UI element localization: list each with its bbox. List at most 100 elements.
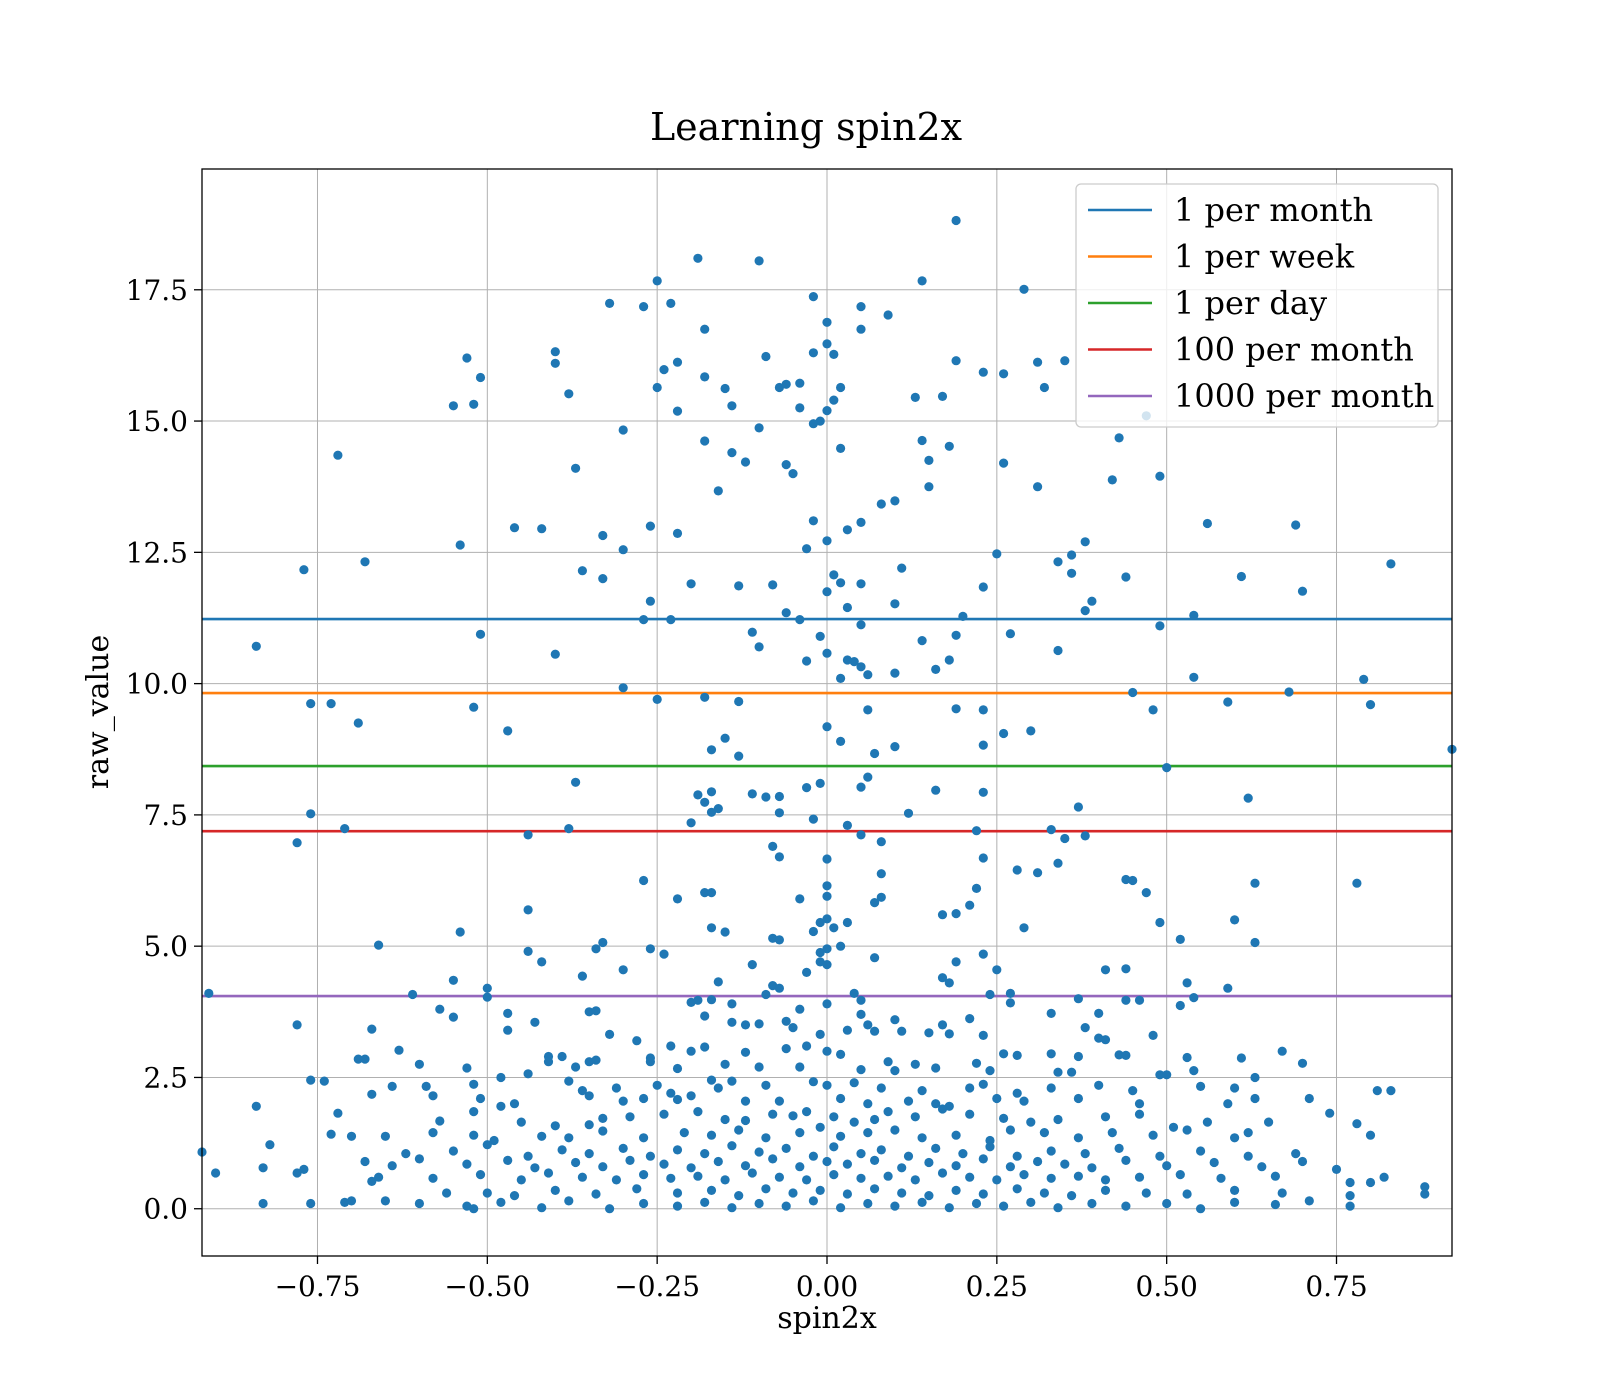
data-point <box>808 419 819 429</box>
data-point <box>808 1196 819 1206</box>
data-point <box>1100 1185 1111 1195</box>
data-point <box>292 1020 302 1030</box>
data-point <box>720 733 730 743</box>
data-point <box>346 1131 357 1141</box>
data-point <box>1005 1125 1016 1135</box>
data-point <box>1155 621 1165 631</box>
data-point <box>571 1062 581 1072</box>
data-point <box>1094 1008 1104 1019</box>
data-point <box>1223 983 1233 993</box>
data-point <box>781 1016 791 1026</box>
data-point <box>1107 1128 1117 1138</box>
data-point <box>1053 858 1063 868</box>
data-point <box>944 1029 954 1039</box>
data-point <box>564 389 574 399</box>
data-point <box>503 1155 513 1165</box>
data-point <box>1331 1164 1342 1174</box>
data-point <box>836 1093 846 1104</box>
data-point <box>747 789 757 799</box>
data-point <box>598 1126 608 1136</box>
data-point <box>706 888 717 898</box>
data-point <box>1168 1122 1179 1132</box>
data-point <box>992 1175 1002 1185</box>
data-point <box>353 1054 363 1064</box>
data-point <box>367 1089 377 1099</box>
data-point <box>774 935 785 945</box>
data-point <box>768 580 778 590</box>
data-point <box>1005 1162 1016 1172</box>
data-point <box>815 947 825 958</box>
data-point <box>1073 1133 1083 1143</box>
data-point <box>978 1030 988 1040</box>
data-point <box>1264 1117 1274 1127</box>
data-point <box>890 1125 900 1135</box>
data-point <box>1284 687 1294 697</box>
data-point <box>1250 1093 1260 1104</box>
data-point <box>740 1096 751 1106</box>
data-point <box>1073 1051 1083 1062</box>
data-point <box>1100 1112 1111 1122</box>
data-point <box>672 1063 683 1074</box>
data-point <box>1107 475 1117 485</box>
data-point <box>1073 1171 1083 1181</box>
x-tick-label: 0.50 <box>1136 1270 1198 1303</box>
data-point <box>829 395 839 405</box>
data-point <box>564 1076 574 1086</box>
data-point <box>1134 1172 1145 1182</box>
data-point <box>448 975 458 985</box>
data-point <box>795 403 805 413</box>
data-point <box>1297 586 1308 596</box>
data-point <box>951 1130 961 1140</box>
data-point <box>666 1088 676 1098</box>
data-point <box>598 937 608 948</box>
data-point <box>999 458 1009 468</box>
data-point <box>1175 1000 1185 1011</box>
data-point <box>700 372 710 382</box>
data-point <box>829 1112 839 1122</box>
data-point <box>849 1117 859 1127</box>
data-point <box>672 1188 683 1198</box>
data-point <box>951 957 961 967</box>
data-point <box>462 1063 472 1073</box>
data-point <box>1162 1198 1172 1209</box>
data-point <box>1352 878 1362 888</box>
data-point <box>700 888 710 898</box>
data-point <box>829 349 839 359</box>
data-point <box>944 441 954 451</box>
data-point <box>795 1162 805 1172</box>
data-point <box>761 351 771 362</box>
data-point <box>1012 865 1022 875</box>
data-point <box>856 830 866 840</box>
data-point <box>788 1188 798 1198</box>
x-tick-label: −0.50 <box>444 1270 530 1303</box>
data-point <box>727 1076 737 1086</box>
data-point <box>863 1198 873 1209</box>
data-point <box>1094 1080 1104 1090</box>
data-point <box>564 1196 574 1206</box>
data-point <box>822 999 832 1009</box>
data-point <box>795 1128 805 1138</box>
data-point <box>822 339 832 349</box>
data-point <box>577 1172 588 1182</box>
data-point <box>639 1198 649 1209</box>
data-point <box>1182 978 1192 988</box>
data-point <box>734 751 744 761</box>
y-tick-label: 15.0 <box>126 405 188 438</box>
data-point <box>503 1008 513 1019</box>
data-point <box>829 1142 839 1152</box>
data-point <box>822 914 832 924</box>
data-point <box>761 792 771 802</box>
data-point <box>978 367 988 377</box>
data-point <box>1277 1188 1287 1198</box>
data-point <box>1196 1081 1206 1091</box>
data-point <box>856 1065 866 1075</box>
data-point <box>1121 572 1131 582</box>
data-point <box>1236 1053 1246 1063</box>
data-point <box>523 905 533 915</box>
data-point <box>706 787 717 797</box>
data-point <box>910 1112 920 1122</box>
data-point <box>890 668 900 678</box>
data-point <box>414 1154 424 1164</box>
data-point <box>1420 1189 1430 1199</box>
data-point <box>795 894 805 904</box>
